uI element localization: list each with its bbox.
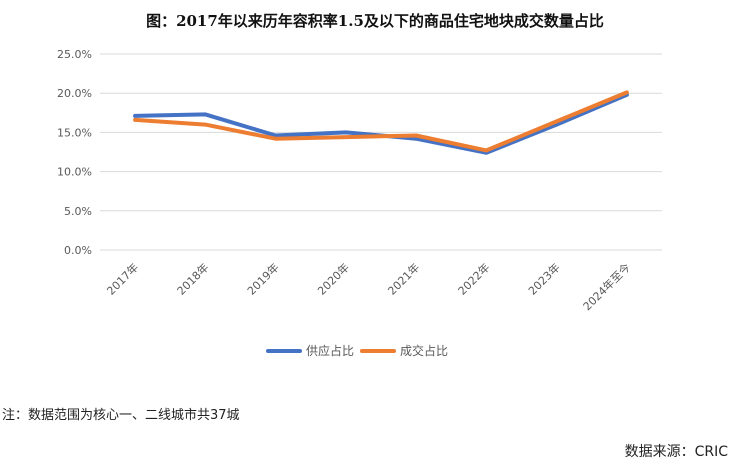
footnote: 注：数据范围为核心一、二线城市共37城 bbox=[2, 408, 240, 423]
data-source: 数据来源：CRIC bbox=[624, 444, 728, 460]
x-tick-label: 2023年 bbox=[525, 260, 562, 297]
x-tick-label: 2022年 bbox=[455, 260, 492, 297]
x-tick-label: 2024年至今 bbox=[580, 260, 633, 313]
series-line-2 bbox=[133, 90, 629, 153]
x-axis: 2017年 2018年 2019年 2020年 2021年 2022年 2023年 2024年… bbox=[104, 260, 633, 313]
legend-label-1: 供应占比 bbox=[306, 343, 354, 358]
x-tick-label: 2017年 bbox=[104, 260, 141, 297]
x-tick-label: 2020年 bbox=[315, 260, 352, 297]
line-chart: 0.0%5.0%10.0%15.0%20.0%25.0% 2017年 2018年 2… bbox=[57, 48, 662, 358]
x-tick-label: 2018年 bbox=[174, 260, 211, 297]
y-tick-label: 20.0% bbox=[57, 87, 92, 100]
series-lines bbox=[133, 90, 629, 155]
x-tick-label: 2021年 bbox=[385, 260, 422, 297]
y-tick-label: 15.0% bbox=[57, 126, 92, 139]
x-tick-label: 2019年 bbox=[244, 260, 281, 297]
chart-title: 图：2017年以来历年容积率1.5及以下的商品住宅地块成交数量占比 bbox=[146, 12, 604, 30]
y-tick-label: 5.0% bbox=[64, 205, 92, 218]
y-tick-label: 10.0% bbox=[57, 166, 92, 179]
y-axis: 0.0% 5.0% 10.0% 15.0% 20.0% 25.0% bbox=[57, 48, 92, 257]
y-tick-label: 25.0% bbox=[57, 48, 92, 61]
y-tick-label: 0.0% bbox=[64, 244, 92, 257]
legend-label-2: 成交占比 bbox=[400, 343, 448, 358]
gridlines bbox=[100, 53, 662, 251]
legend: 供应占比 成交占比 bbox=[266, 343, 448, 358]
